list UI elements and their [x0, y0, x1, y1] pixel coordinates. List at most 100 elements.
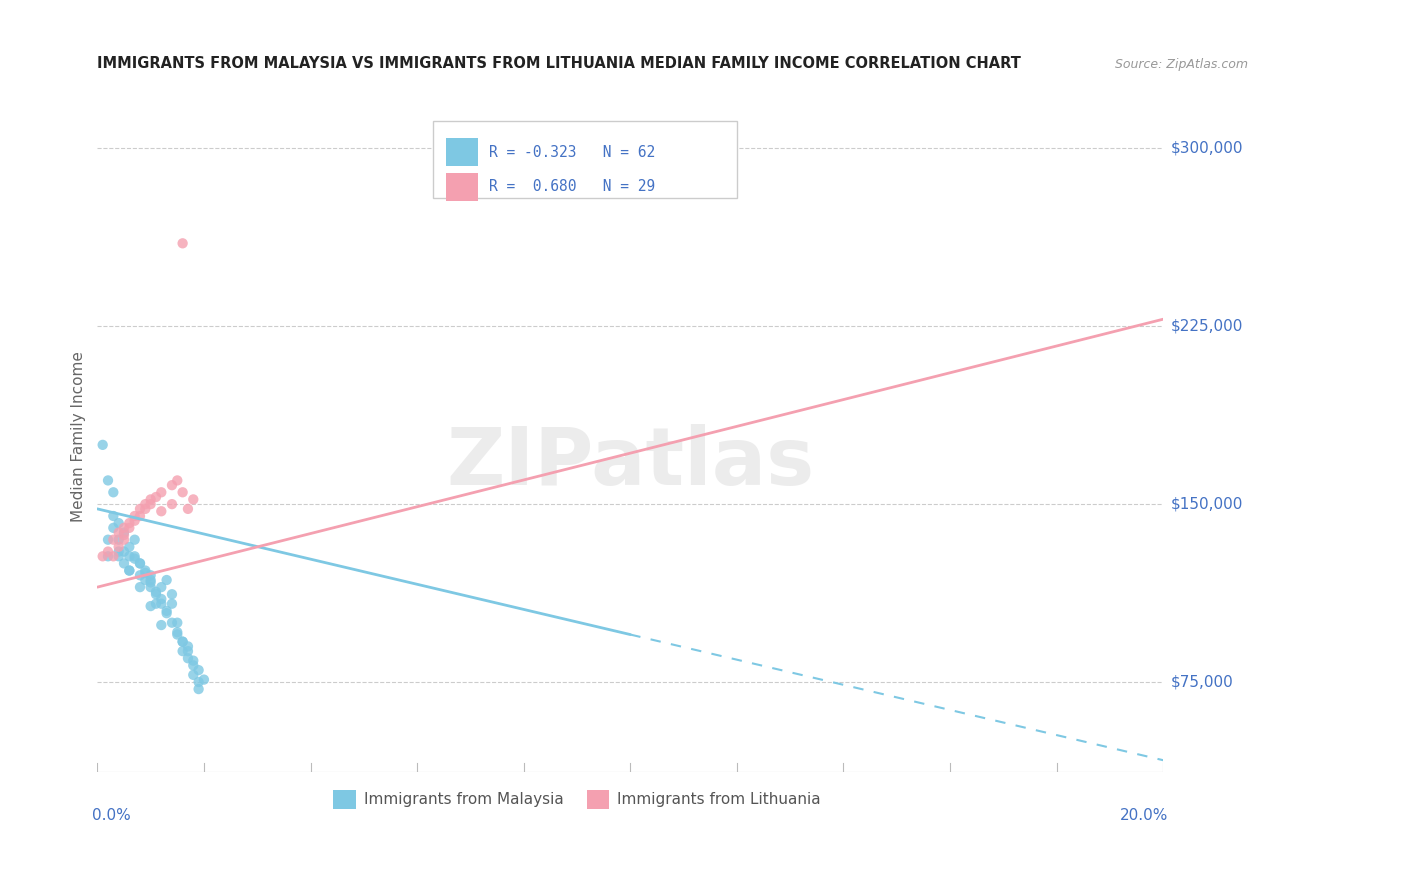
Point — [129, 501, 152, 516]
Point — [124, 514, 146, 528]
Point — [97, 474, 120, 488]
Point — [124, 549, 146, 564]
Point — [172, 634, 194, 648]
Point — [129, 508, 152, 523]
Point — [145, 490, 167, 504]
Point — [103, 508, 125, 523]
Text: $75,000: $75,000 — [1171, 674, 1234, 690]
Point — [112, 525, 135, 540]
Point — [177, 651, 200, 665]
Bar — [446, 138, 478, 166]
Point — [181, 654, 204, 668]
Text: $225,000: $225,000 — [1171, 318, 1243, 334]
Text: 0.0%: 0.0% — [91, 807, 131, 822]
Point — [129, 580, 152, 594]
Bar — [433, 121, 737, 198]
Point — [134, 573, 156, 587]
Point — [166, 615, 188, 630]
Point — [134, 566, 156, 580]
Point — [103, 521, 125, 535]
Point — [172, 236, 194, 251]
Point — [118, 516, 141, 530]
Point — [177, 501, 200, 516]
Text: R =  0.680   N = 29: R = 0.680 N = 29 — [488, 179, 655, 194]
Point — [118, 521, 141, 535]
Point — [160, 497, 183, 511]
Point — [112, 544, 135, 558]
Point — [160, 597, 183, 611]
Point — [160, 587, 183, 601]
Point — [139, 492, 162, 507]
Point — [112, 528, 135, 542]
Point — [187, 675, 209, 690]
Text: $150,000: $150,000 — [1171, 497, 1243, 512]
Point — [134, 501, 156, 516]
Point — [156, 606, 179, 620]
Point — [118, 564, 141, 578]
Point — [139, 568, 162, 582]
Text: Source: ZipAtlas.com: Source: ZipAtlas.com — [1115, 58, 1249, 70]
Text: $300,000: $300,000 — [1171, 141, 1244, 156]
Point — [129, 557, 152, 571]
Point — [112, 557, 135, 571]
Point — [134, 564, 156, 578]
Point — [118, 540, 141, 554]
Point — [124, 533, 146, 547]
Point — [139, 580, 162, 594]
Point — [145, 585, 167, 599]
Point — [107, 549, 129, 564]
Point — [139, 599, 162, 613]
Point — [107, 533, 129, 547]
Point — [91, 438, 114, 452]
Point — [166, 474, 188, 488]
Point — [97, 549, 120, 564]
Point — [181, 492, 204, 507]
Point — [97, 544, 120, 558]
Point — [187, 682, 209, 697]
Point — [145, 587, 167, 601]
Text: R = -0.323   N = 62: R = -0.323 N = 62 — [488, 145, 655, 160]
Point — [107, 525, 129, 540]
Point — [181, 658, 204, 673]
Point — [150, 597, 173, 611]
Y-axis label: Median Family Income: Median Family Income — [72, 351, 86, 522]
Point — [97, 533, 120, 547]
Point — [172, 644, 194, 658]
Point — [124, 508, 146, 523]
Point — [118, 564, 141, 578]
Point — [160, 478, 183, 492]
Point — [103, 533, 125, 547]
Point — [166, 625, 188, 640]
Point — [150, 580, 173, 594]
Point — [112, 521, 135, 535]
Point — [166, 627, 188, 641]
Point — [107, 544, 129, 558]
Point — [181, 668, 204, 682]
Point — [139, 573, 162, 587]
Point — [91, 549, 114, 564]
Point — [156, 604, 179, 618]
Point — [139, 497, 162, 511]
Point — [187, 663, 209, 677]
Point — [134, 497, 156, 511]
Point — [156, 573, 179, 587]
Point — [124, 551, 146, 566]
Point — [177, 640, 200, 654]
Point — [145, 597, 167, 611]
Point — [103, 485, 125, 500]
Point — [129, 568, 152, 582]
Point — [177, 644, 200, 658]
Point — [107, 540, 129, 554]
Point — [172, 485, 194, 500]
Point — [150, 618, 173, 632]
Point — [150, 504, 173, 518]
Text: 20.0%: 20.0% — [1121, 807, 1168, 822]
Legend: Immigrants from Malaysia, Immigrants from Lithuania: Immigrants from Malaysia, Immigrants fro… — [328, 784, 827, 814]
Text: ZIPatlas: ZIPatlas — [446, 425, 814, 502]
Point — [112, 533, 135, 547]
Point — [160, 615, 183, 630]
Point — [107, 516, 129, 530]
Point — [193, 673, 215, 687]
Point — [172, 634, 194, 648]
Point — [150, 485, 173, 500]
